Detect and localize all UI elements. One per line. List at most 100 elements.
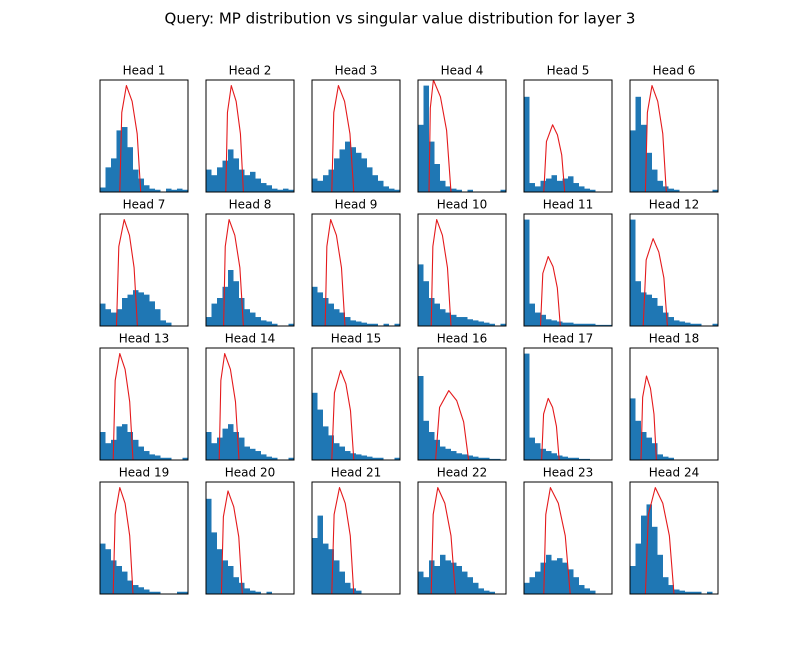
mp-curve [112,487,134,595]
mp-curve [324,219,346,327]
bar [339,446,345,460]
panel-title: Head 3 [335,64,378,78]
panel-frame [311,213,401,327]
bar [657,305,663,326]
bar [127,580,133,594]
bar [111,158,117,192]
bar [383,323,389,326]
bar [641,515,647,594]
bar [557,180,563,192]
bar [540,448,546,460]
bar [467,577,473,594]
bar [105,549,111,594]
mp-curve [430,487,456,595]
bar [551,453,557,460]
bar [312,538,318,594]
bar [489,591,495,594]
bar [312,286,318,326]
bar [149,591,155,594]
bar [356,152,362,192]
bar [679,321,685,326]
bar [584,458,590,460]
bar [529,183,535,192]
bar [540,314,546,326]
panel-title: Head 6 [653,64,696,78]
bar [418,264,424,326]
bar [160,457,166,460]
bar [473,582,479,594]
bar [367,456,373,460]
bar [345,451,351,460]
bar [261,183,267,192]
bar [418,124,424,192]
bar [668,585,674,594]
bar [546,554,552,594]
bar [372,323,378,326]
bar [100,543,106,594]
bar [155,591,161,594]
bar [105,167,111,192]
bar [222,286,228,326]
bar [356,454,362,460]
bar [551,175,557,192]
bar [116,130,122,192]
bar [568,176,574,192]
mp-curve [644,85,667,193]
bar [144,185,150,192]
bar [206,432,212,460]
bar [590,189,596,192]
panel-frame [205,347,295,461]
bar [155,189,161,192]
bar [272,323,278,326]
bar [696,591,702,594]
bar [222,560,228,594]
panel-frame [629,213,719,327]
bar [584,188,590,192]
bar [690,591,696,594]
bar [423,420,429,460]
panel-frame [99,79,189,193]
bar [668,317,674,326]
bar [434,164,440,192]
bar [244,588,250,594]
bar [288,323,294,326]
bar [222,160,228,192]
bar [500,189,506,192]
bar [133,585,139,594]
bar [261,320,267,326]
bar [456,566,462,594]
bar [283,188,289,192]
bar [657,180,663,192]
bar [266,321,272,326]
bar [182,591,188,594]
panel-title: Head 11 [543,198,593,212]
bar [394,189,400,192]
bar [288,189,294,192]
bar [524,353,530,460]
bar [127,432,133,460]
panel-frame [629,347,719,461]
bar [144,451,150,460]
panel-frame [523,79,613,193]
bar [456,453,462,460]
bar [630,130,636,192]
panel-title: Head 8 [229,198,272,212]
bar [473,320,479,326]
mp-curve [640,375,657,461]
bar [535,186,541,192]
panel-title: Head 22 [437,466,487,480]
bar [635,420,641,460]
panel-title: Head 14 [225,332,275,346]
bar [328,549,334,594]
bar [568,569,574,594]
bar [445,560,451,594]
panel-frame [417,481,507,595]
bar [478,457,484,460]
panel-title: Head 1 [123,64,166,78]
bar [361,455,367,460]
bar [149,188,155,192]
bar [116,309,122,326]
mp-curve [644,487,675,595]
bar [323,543,329,594]
bar [182,457,188,460]
